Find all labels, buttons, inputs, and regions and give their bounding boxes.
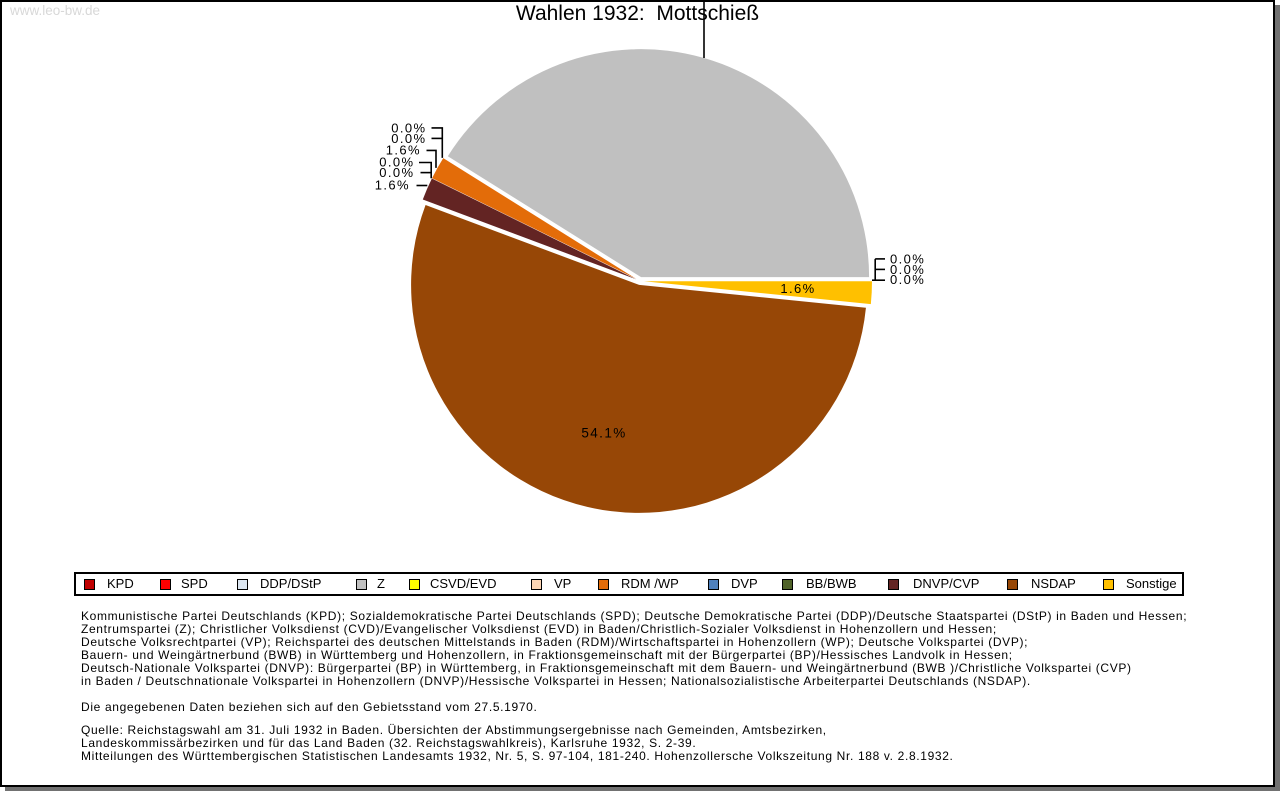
svg-text:0.0%: 0.0%	[379, 165, 414, 180]
svg-text:0.0%: 0.0%	[379, 155, 414, 170]
svg-text:54.1%: 54.1%	[581, 426, 626, 441]
svg-text:0.0%: 0.0%	[890, 272, 925, 287]
svg-text:0.0%: 0.0%	[391, 121, 426, 136]
svg-text:1.6%: 1.6%	[386, 143, 421, 158]
svg-text:0.0%: 0.0%	[890, 252, 925, 267]
svg-text:1.6%: 1.6%	[375, 178, 410, 193]
svg-text:1.6%: 1.6%	[780, 281, 815, 296]
svg-text:0.0%: 0.0%	[890, 262, 925, 277]
svg-text:0.0%: 0.0%	[391, 131, 426, 146]
